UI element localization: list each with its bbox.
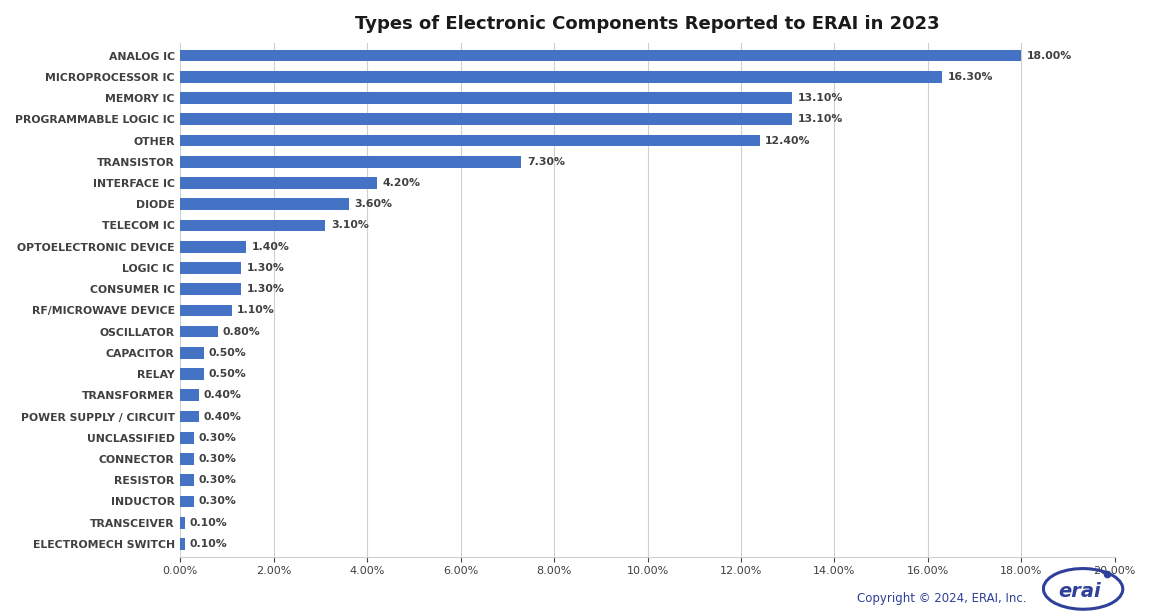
Bar xyxy=(181,389,199,401)
Bar xyxy=(181,241,245,253)
Text: 7.30%: 7.30% xyxy=(527,157,565,167)
Bar xyxy=(181,304,231,316)
Text: 18.00%: 18.00% xyxy=(1027,51,1073,60)
Bar xyxy=(181,496,195,508)
Text: 13.10%: 13.10% xyxy=(798,93,844,103)
Bar xyxy=(181,368,204,380)
Text: 0.30%: 0.30% xyxy=(199,496,237,506)
Text: 0.30%: 0.30% xyxy=(199,454,237,464)
Bar xyxy=(181,411,199,423)
Text: 13.10%: 13.10% xyxy=(798,115,844,124)
Text: 1.10%: 1.10% xyxy=(237,306,275,315)
Bar xyxy=(181,432,195,444)
Text: erai: erai xyxy=(1058,582,1102,601)
Bar xyxy=(181,283,241,295)
Bar xyxy=(181,135,760,147)
Bar xyxy=(181,453,195,465)
Bar xyxy=(181,538,185,549)
Bar xyxy=(181,156,521,168)
Text: 3.60%: 3.60% xyxy=(355,199,392,209)
Text: Copyright © 2024, ERAI, Inc.: Copyright © 2024, ERAI, Inc. xyxy=(857,592,1027,605)
Bar xyxy=(181,517,185,529)
Bar xyxy=(181,474,195,486)
Text: 1.30%: 1.30% xyxy=(246,284,284,294)
Text: 0.40%: 0.40% xyxy=(204,411,242,421)
Text: 0.30%: 0.30% xyxy=(199,433,237,443)
Text: 0.10%: 0.10% xyxy=(190,517,228,528)
Bar xyxy=(181,262,241,274)
Text: 12.40%: 12.40% xyxy=(765,136,810,145)
Bar xyxy=(181,347,204,359)
Bar xyxy=(181,50,1021,62)
Bar xyxy=(181,113,792,125)
Bar xyxy=(181,198,349,210)
Bar xyxy=(181,71,942,83)
Text: 4.20%: 4.20% xyxy=(382,178,420,188)
Bar xyxy=(181,220,325,231)
Title: Types of Electronic Components Reported to ERAI in 2023: Types of Electronic Components Reported … xyxy=(356,15,940,33)
Text: 1.40%: 1.40% xyxy=(251,241,289,252)
Bar xyxy=(181,326,218,338)
Text: 0.30%: 0.30% xyxy=(199,475,237,485)
Text: 0.40%: 0.40% xyxy=(204,391,242,400)
Text: 16.30%: 16.30% xyxy=(947,72,993,82)
Text: 0.50%: 0.50% xyxy=(208,348,246,358)
Text: 0.50%: 0.50% xyxy=(208,369,246,379)
Bar xyxy=(181,92,792,104)
Text: 3.10%: 3.10% xyxy=(330,221,368,230)
Text: 1.30%: 1.30% xyxy=(246,263,284,273)
Text: 0.80%: 0.80% xyxy=(222,326,260,336)
Text: 0.10%: 0.10% xyxy=(190,539,228,549)
Bar xyxy=(181,177,376,189)
